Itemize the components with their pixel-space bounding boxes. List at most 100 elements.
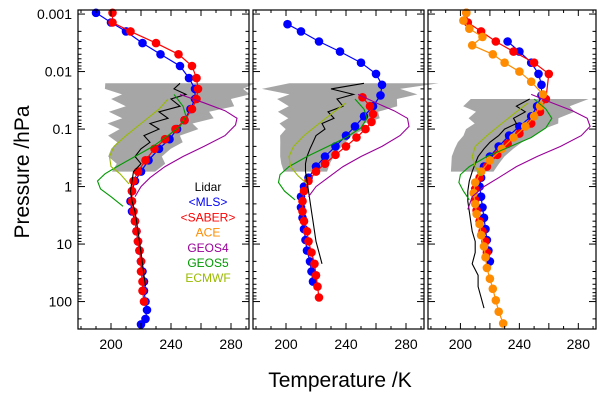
data-point-saber — [160, 134, 170, 144]
data-point-saber — [187, 104, 197, 114]
data-point-saber — [151, 38, 161, 48]
data-point-mls — [314, 37, 324, 46]
panel-1: 200 240 280 0.001 0.01 0.1 1 10 100 — [37, 6, 255, 352]
series-line-ecmwf — [108, 98, 169, 185]
data-point-saber — [187, 61, 197, 71]
data-point-ace — [459, 16, 468, 25]
data-point-mls — [335, 47, 345, 56]
data-point-mls — [376, 91, 385, 100]
data-point-ace — [467, 41, 477, 50]
lidar-spread-band — [261, 83, 439, 172]
data-point-ace — [478, 32, 487, 42]
data-point-saber — [108, 18, 117, 27]
data-point-saber — [136, 257, 146, 266]
panel-3: 200 240 280 — [427, 8, 597, 352]
data-point-saber — [313, 282, 322, 291]
data-point-ace — [472, 209, 481, 219]
data-point-saber — [192, 73, 201, 83]
legend-entry: ECMWF — [185, 271, 230, 285]
series-line-lidar — [467, 98, 530, 309]
series-line-saber — [301, 96, 374, 298]
x-tick-label: 280 — [394, 336, 418, 352]
data-point-mls — [331, 142, 340, 151]
data-point-saber — [133, 237, 143, 246]
x-tick-label: 240 — [159, 336, 183, 352]
data-point-saber — [129, 207, 138, 216]
data-point-saber — [108, 8, 117, 18]
data-point-ace — [475, 219, 484, 229]
data-point-ace — [482, 263, 492, 273]
data-point-saber — [193, 84, 203, 94]
x-axis-label: Temperature /K — [268, 369, 412, 392]
data-point-saber — [299, 186, 309, 196]
series-line-geos5 — [458, 98, 553, 201]
data-point-saber — [141, 156, 150, 165]
data-point-saber — [310, 259, 319, 269]
y-axis-label: Pressure /hPa — [11, 105, 34, 238]
data-point-saber — [299, 216, 309, 226]
data-point-ace — [479, 242, 489, 251]
data-point-saber — [311, 167, 321, 176]
data-point-saber — [314, 293, 324, 302]
data-point-saber — [139, 297, 149, 306]
data-point-mls — [175, 61, 185, 71]
data-point-saber — [129, 176, 138, 186]
data-point-ace — [526, 77, 536, 86]
y-tick-label: 10 — [56, 236, 72, 252]
series-line-geos5 — [277, 98, 368, 201]
data-point-saber — [133, 167, 143, 176]
data-point-ace — [538, 90, 548, 99]
series-line-ecmwf — [288, 102, 347, 185]
data-point-mls — [537, 80, 546, 90]
data-point-saber — [135, 246, 144, 255]
data-point-saber — [352, 133, 361, 142]
data-point-saber — [138, 286, 147, 296]
series-line-mls — [478, 41, 543, 262]
data-point-saber — [341, 142, 351, 151]
data-point-mls — [350, 122, 360, 131]
data-point-saber — [509, 47, 518, 56]
legend-entry: Lidar — [195, 180, 222, 194]
data-point-mls — [534, 69, 543, 79]
data-point-mls — [341, 131, 351, 140]
data-point-mls — [142, 305, 152, 315]
data-point-saber — [529, 58, 539, 67]
x-tick-label: 200 — [449, 336, 473, 352]
data-point-saber — [298, 196, 307, 206]
legend-entry: <MLS> — [189, 195, 228, 209]
data-point-saber — [361, 124, 370, 134]
data-point-saber — [130, 216, 140, 226]
data-point-mls — [156, 50, 165, 59]
data-point-saber — [174, 50, 183, 59]
data-point-ace — [488, 284, 498, 294]
y-tick-label: 0.001 — [37, 6, 72, 22]
data-point-mls — [356, 58, 366, 67]
legend-entry: ACE — [196, 226, 221, 240]
data-point-ace — [465, 24, 474, 33]
x-tick-label: 240 — [508, 336, 532, 352]
panel-2: 200 240 280 — [252, 9, 439, 352]
data-point-saber — [304, 237, 313, 246]
data-point-saber — [320, 159, 330, 168]
data-point-saber — [544, 69, 554, 79]
data-point-mls — [320, 152, 330, 161]
data-point-mls — [283, 19, 292, 29]
data-point-saber — [126, 27, 135, 36]
series-line-geos4 — [308, 93, 410, 198]
series-line-geos4 — [134, 93, 238, 197]
data-point-saber — [367, 117, 376, 127]
x-tick-label: 200 — [274, 336, 298, 352]
y-tick-label: 0.1 — [53, 121, 73, 137]
data-point-saber — [311, 271, 321, 280]
data-point-ace — [529, 112, 539, 121]
data-point-ace — [476, 167, 486, 176]
data-point-ace — [488, 50, 498, 59]
x-tick-label: 200 — [99, 336, 123, 352]
series-line-ecmwf — [471, 102, 529, 177]
data-point-ace — [485, 156, 495, 165]
data-point-ace — [470, 199, 480, 209]
series-line-geos4 — [467, 93, 591, 210]
y-tick-label: 1 — [64, 179, 72, 195]
